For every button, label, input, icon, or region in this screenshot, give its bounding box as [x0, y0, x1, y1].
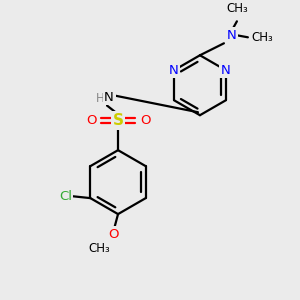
- Text: N: N: [104, 91, 114, 104]
- Text: S: S: [112, 113, 124, 128]
- Text: H: H: [96, 92, 104, 105]
- Text: O: O: [108, 228, 118, 241]
- Text: N: N: [169, 64, 179, 77]
- Text: N: N: [221, 64, 231, 77]
- Text: Cl: Cl: [59, 190, 72, 202]
- Text: CH₃: CH₃: [226, 2, 248, 15]
- Text: CH₃: CH₃: [88, 242, 110, 255]
- Text: O: O: [86, 114, 96, 127]
- Text: N: N: [227, 29, 237, 42]
- Text: O: O: [140, 114, 150, 127]
- Text: CH₃: CH₃: [251, 31, 273, 44]
